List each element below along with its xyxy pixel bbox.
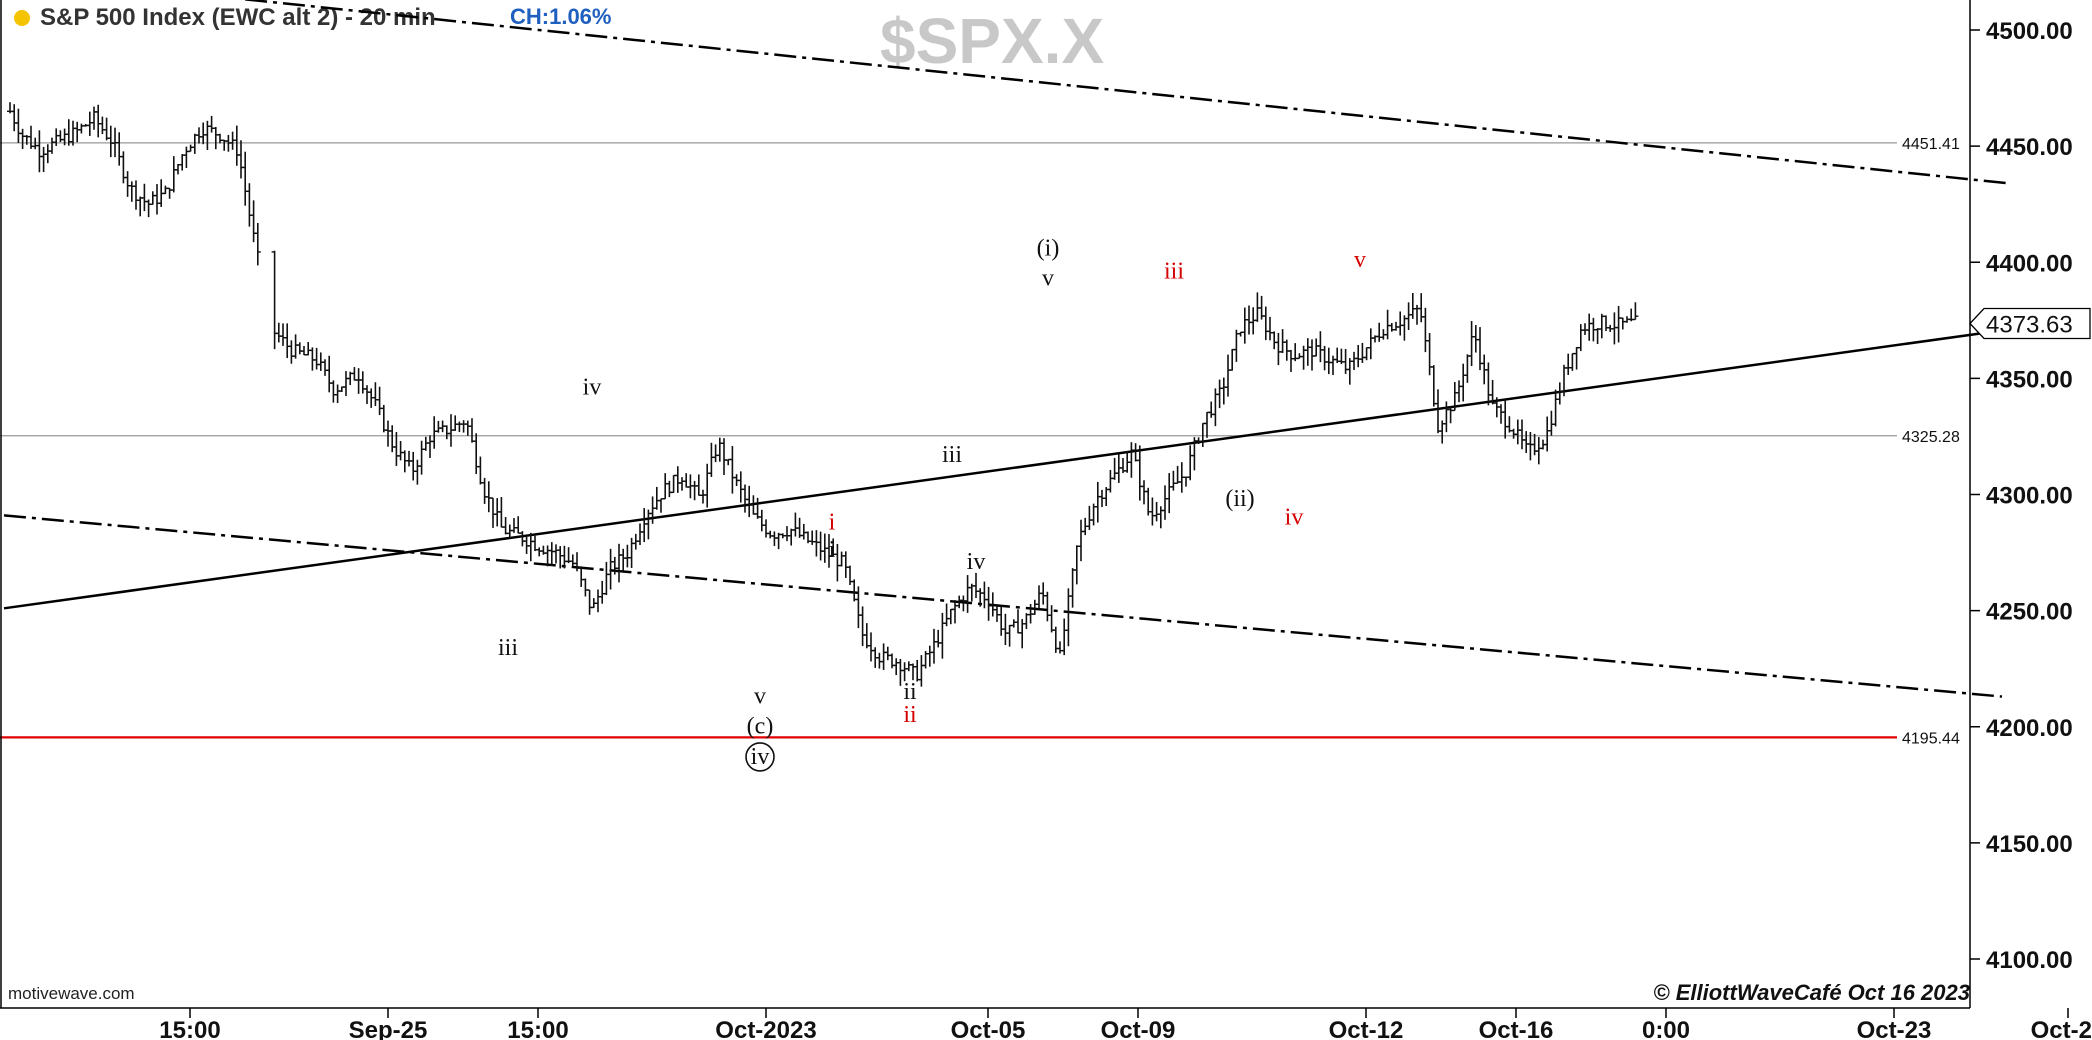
wave-label-8: ii (903, 702, 917, 728)
y-tick-label-2: 4200.00 (1986, 715, 2073, 742)
wave-label-7: ii (903, 679, 917, 705)
x-tick-label-2: 15:00 (507, 1017, 568, 1040)
wave-label-9: iii (942, 442, 962, 468)
wave-label-10: iv (967, 549, 986, 575)
level-label-2: 4195.44 (1902, 730, 1960, 747)
price-bars (7, 102, 1639, 687)
trend-line-2 (3, 328, 2009, 610)
x-tick-label-10: Oct-26 (2031, 1017, 2092, 1040)
wave-label-15: iv (1285, 505, 1304, 531)
current-price-box (1969, 307, 2091, 340)
status-dot (14, 10, 30, 26)
wave-label-13: iii (1164, 259, 1184, 285)
wave-label-16: v (1354, 247, 1366, 273)
level-lines: 4451.41 4325.28 4195.44 (0, 136, 1960, 747)
level-label-1: 4325.28 (1902, 429, 1960, 446)
trend-line-1 (3, 514, 2003, 698)
y-tick-label-1: 4150.00 (1986, 831, 2073, 858)
y-tick-label-4: 4300.00 (1986, 483, 2073, 510)
x-tick-label-1: Sep-25 (349, 1017, 428, 1040)
trend-lines (3, 0, 2009, 698)
chart-title: S&P 500 Index (EWC alt 2) - 20 min (40, 4, 436, 31)
x-tick-label-3: Oct-2023 (715, 1017, 816, 1040)
wave-label-0: iii (498, 635, 518, 661)
y-tick-label-3: 4250.00 (1986, 599, 2073, 626)
current-price-label: 4373.63 (1986, 311, 2073, 338)
symbol-watermark: $SPX.X (880, 5, 1105, 77)
trend-line-0 (239, 0, 2009, 185)
change-percent: CH:1.06% (510, 4, 612, 29)
x-tick-label-0: 15:00 (159, 1017, 220, 1040)
y-tick-label-6: 4400.00 (1986, 250, 2073, 277)
y-tick-label-5: 4350.00 (1986, 366, 2073, 393)
wave-label-12: v (1042, 265, 1054, 291)
x-tick-label-7: Oct-16 (1479, 1017, 1554, 1040)
level-label-0: 4451.41 (1902, 136, 1960, 153)
x-tick-label-6: Oct-12 (1329, 1017, 1404, 1040)
copyright-text: © ElliottWaveCafé Oct 16 2023 (1653, 980, 1970, 1005)
y-tick-label-8: 4500.00 (1986, 18, 2073, 45)
motivewave-watermark: motivewave.com (8, 984, 135, 1003)
x-tick-label-4: Oct-05 (951, 1017, 1026, 1040)
wave-label-6: i (829, 537, 836, 563)
x-tick-label-8: 0:00 (1642, 1017, 1690, 1040)
wave-label-2: v (754, 684, 766, 710)
wave-label-1: iv (583, 375, 602, 401)
wave-label-11: (i) (1037, 235, 1060, 261)
wave-label-4: iv (751, 744, 770, 770)
x-tick-label-9: Oct-23 (1857, 1017, 1932, 1040)
wave-label-3: (c) (747, 714, 774, 740)
y-tick-label-7: 4450.00 (1986, 134, 2073, 161)
x-tick-label-5: Oct-09 (1101, 1017, 1176, 1040)
y-tick-label-0: 4100.00 (1986, 947, 2073, 974)
wave-label-circle-4 (745, 742, 775, 772)
wave-label-5: i (829, 509, 836, 535)
wave-label-14: (ii) (1225, 486, 1254, 512)
